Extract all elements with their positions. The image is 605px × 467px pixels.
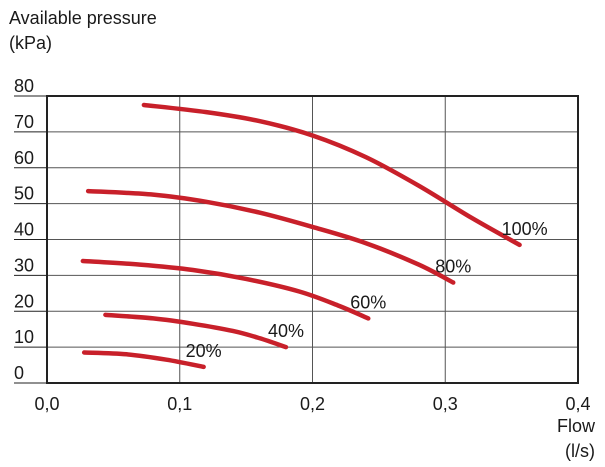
y-tick-label: 30	[14, 255, 34, 275]
y-axis-title-line2: (kPa)	[9, 33, 53, 53]
y-tick-label: 10	[14, 327, 34, 347]
x-tick-label: 0,2	[300, 394, 325, 414]
y-axis-title: Available pressure (kPa)	[9, 6, 157, 56]
x-tick-label: 0,3	[433, 394, 458, 414]
series-label-100: 100%	[502, 219, 548, 239]
series-line-60	[80, 258, 371, 321]
series-line-20	[81, 350, 206, 370]
series-label-40: 40%	[268, 321, 304, 341]
x-tick-label: 0,0	[34, 394, 59, 414]
y-tick-label: 0	[14, 363, 24, 383]
x-axis-title-line1: Flow	[556, 416, 595, 436]
x-tick-label: 0,1	[167, 394, 192, 414]
series-line-40	[103, 312, 289, 350]
x-tick-label: 0,4	[565, 394, 590, 414]
series-line-80	[85, 188, 456, 285]
y-axis-title-line1: Available pressure	[9, 8, 157, 28]
series-line-100	[141, 102, 522, 248]
y-tick-label: 80	[14, 76, 34, 96]
y-tick-label: 40	[14, 220, 34, 240]
y-tick-label: 70	[14, 112, 34, 132]
y-tick-label: 60	[14, 148, 34, 168]
x-axis-title: Flow (l/s)	[557, 414, 595, 464]
x-axis-title-line2: (l/s)	[565, 441, 595, 461]
series-label-80: 80%	[435, 257, 471, 277]
y-tick-label: 20	[14, 291, 34, 311]
y-tick-label: 50	[14, 184, 34, 204]
series-label-20: 20%	[186, 341, 222, 361]
series-label-60: 60%	[350, 292, 386, 312]
